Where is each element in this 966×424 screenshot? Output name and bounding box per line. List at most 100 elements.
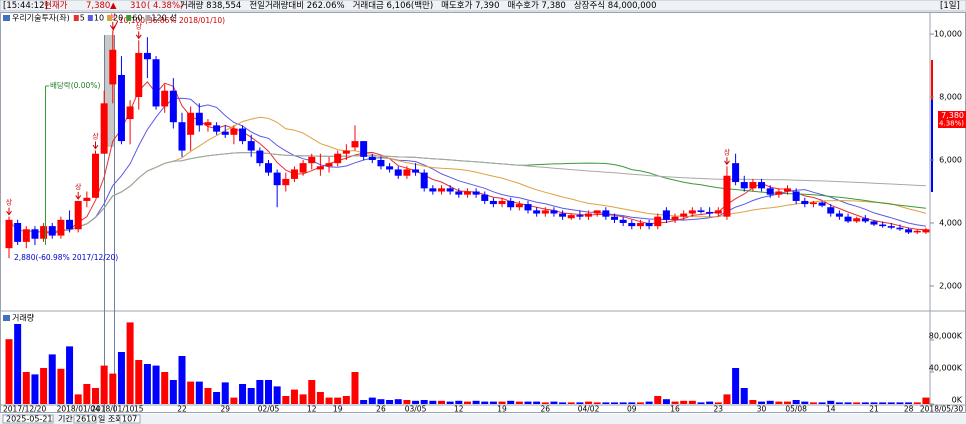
- volume-bar: [325, 397, 333, 404]
- header-item: 매도호가 7,390: [441, 1, 499, 11]
- volume-bar: [844, 402, 852, 404]
- volume-bar: [853, 402, 861, 404]
- candle-body: [290, 169, 298, 179]
- candle-body: [619, 219, 627, 223]
- y-tick-label: 6,000: [939, 156, 962, 165]
- volume-bar: [870, 402, 878, 404]
- high-leader: [112, 20, 119, 32]
- candle-body: [905, 229, 913, 233]
- volume-bar: [265, 380, 272, 404]
- chart-title: 우리기술투자(좌): [12, 13, 70, 23]
- range-bar: [931, 60, 933, 100]
- candle-body: [628, 222, 636, 227]
- footer-query[interactable]: 일 조회: [98, 415, 123, 424]
- candle-body: [403, 169, 411, 176]
- volume-bar: [48, 354, 56, 404]
- moving-average: [8, 81, 926, 235]
- x-tick-label: 03/05: [405, 405, 427, 414]
- candle-body: [593, 210, 601, 214]
- candle-body: [213, 125, 221, 132]
- price: 7,380: [86, 1, 110, 11]
- candle-body: [559, 213, 567, 217]
- volume-bar: [749, 400, 757, 404]
- volume-bar: [766, 400, 774, 404]
- footer-date: 2025-05-21: [6, 415, 53, 424]
- x-tick-label: 2017/12/20: [3, 405, 46, 414]
- volume-bar: [697, 402, 705, 404]
- moving-average: [8, 97, 926, 233]
- candle-body: [662, 210, 670, 220]
- volume-bar: [57, 368, 65, 404]
- x-tick-label: 12: [454, 405, 464, 414]
- candle-body: [5, 219, 13, 249]
- legend-swatch: [126, 15, 132, 21]
- candle-body: [835, 213, 843, 217]
- price-marker: [938, 111, 966, 128]
- candle-body: [472, 191, 480, 195]
- candle-body: [853, 218, 861, 222]
- candle-body: [74, 200, 82, 230]
- candle-body: [887, 226, 895, 228]
- x-tick-label: 2018/01/10: [91, 405, 134, 414]
- candle-body: [654, 216, 662, 227]
- candle-body: [861, 218, 869, 222]
- header-item: 상장주식 84,000,000: [574, 0, 657, 11]
- candle-body: [31, 229, 39, 239]
- volume-bar: [412, 400, 420, 404]
- volume-bar: [31, 374, 39, 404]
- candle-body: [273, 172, 281, 186]
- x-tick-label: 04/02: [578, 405, 600, 414]
- volume-bar: [835, 402, 843, 404]
- volume-bar: [602, 402, 610, 404]
- volume-bar: [723, 394, 731, 404]
- count-input[interactable]: [119, 414, 141, 424]
- volume-bar: [861, 402, 869, 404]
- volume-bar: [498, 401, 506, 404]
- volume-bar: [394, 399, 402, 404]
- candle-body: [195, 112, 203, 126]
- candle-body: [117, 74, 125, 142]
- volume-bar: [463, 401, 471, 404]
- volume-bar: [662, 399, 670, 404]
- volume-bar: [386, 400, 394, 404]
- days-input[interactable]: [73, 414, 97, 424]
- volume-bar: [576, 402, 584, 404]
- limit-up-mark: 상: [92, 132, 99, 141]
- volume-bar: [169, 380, 177, 404]
- candle-body: [169, 90, 177, 123]
- legend-label: 5: [80, 14, 85, 23]
- candle-body: [913, 230, 921, 233]
- candle-body: [438, 188, 445, 192]
- x-tick-label: 16: [670, 405, 680, 414]
- candle-body: [299, 163, 307, 173]
- candle-body: [611, 216, 618, 220]
- candle-body: [585, 213, 593, 217]
- volume-bar: [446, 401, 454, 404]
- volume-bar: [230, 397, 238, 404]
- candle-body: [533, 210, 541, 214]
- candle-body: [740, 182, 748, 189]
- volume-bar: [161, 372, 169, 404]
- limit-up-arrow: [75, 191, 82, 200]
- candle-body: [455, 191, 463, 195]
- candle-body: [524, 204, 532, 211]
- date-input[interactable]: [2, 414, 54, 424]
- volume-bar: [671, 401, 679, 404]
- volume-bar: [74, 394, 82, 404]
- volume-bar: [809, 402, 817, 404]
- candle-body: [66, 219, 74, 230]
- footer-days: 2610: [76, 415, 96, 424]
- candle-body: [446, 188, 454, 192]
- volume-bar: [66, 346, 74, 404]
- candle-body: [576, 215, 584, 217]
- volume-bar: [282, 396, 290, 404]
- legend-label: 60: [132, 14, 142, 23]
- y-tick-label: 0K: [952, 396, 963, 405]
- x-tick-label: 22: [177, 405, 187, 414]
- legend-label: 10: [94, 14, 104, 23]
- volume-bar: [758, 401, 766, 404]
- ex-dividend-note: 배당락(0.00%): [50, 80, 100, 90]
- volume-bar: [732, 368, 740, 404]
- marker-price: 7,380: [941, 111, 964, 120]
